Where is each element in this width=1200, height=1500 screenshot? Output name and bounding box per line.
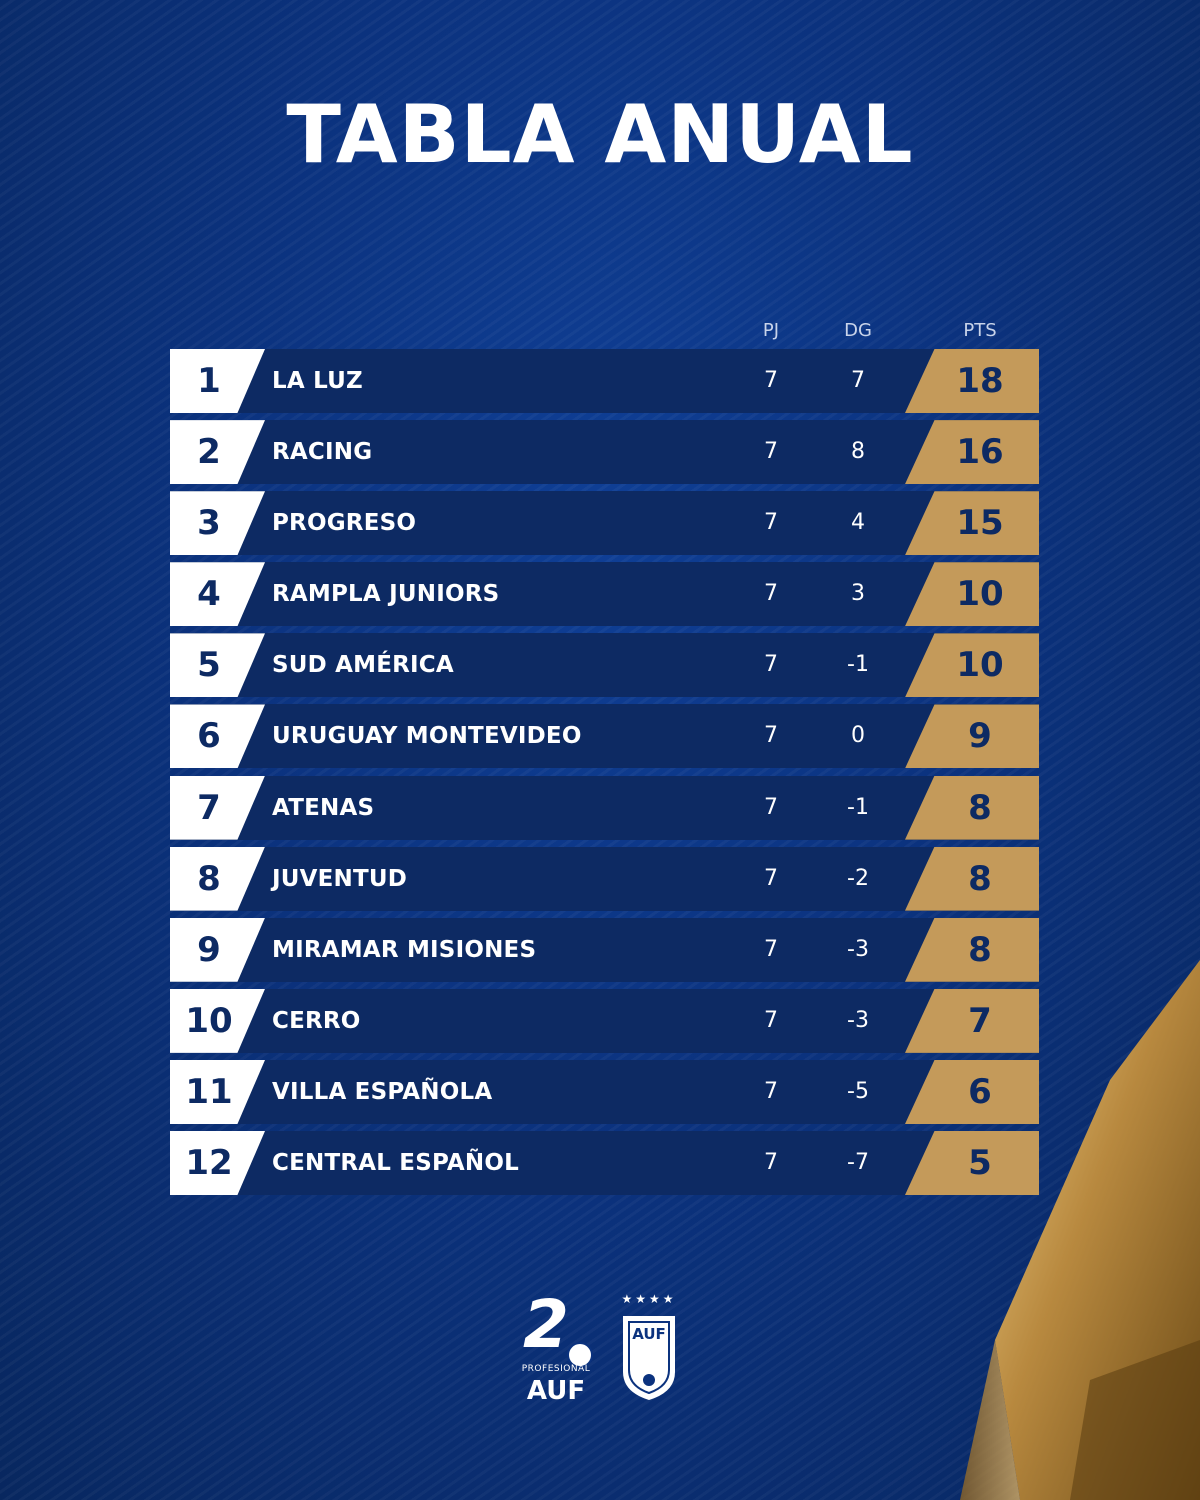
table-row: 2 RACING 7 8 16 [170,420,1039,485]
auf-initials: AUF [632,1325,666,1343]
points: 15 [956,503,1004,544]
games-played: 7 [764,1078,778,1104]
goal-difference: -2 [847,865,869,891]
table-row: 12 CENTRAL ESPAÑOL 7 -7 5 [170,1131,1039,1196]
table-row: 4 RAMPLA JUNIORS 7 3 10 [170,562,1039,627]
games-played: 7 [764,865,778,891]
table-row: 1 LA LUZ 7 7 18 [170,349,1039,413]
games-played: 7 [764,794,778,820]
goal-difference: 8 [851,439,865,465]
table-row: 6 URUGUAY MONTEVIDEO 7 0 9 [170,704,1039,769]
games-played: 7 [764,368,778,393]
points: 10 [956,645,1004,686]
team-name: CERRO [272,1007,361,1034]
team-name: JUVENTUD [272,865,408,892]
team-name: LA LUZ [272,368,363,394]
division-number: 2 [523,1286,569,1363]
column-header-dg: DG [844,320,872,341]
team-name: RAMPLA JUNIORS [272,581,500,608]
position-number: 12 [185,1143,233,1184]
goal-difference: 3 [851,581,865,607]
gold-shard-decoration [960,960,1200,1500]
points: 5 [968,1143,992,1184]
goal-difference: -1 [847,652,869,678]
points: 10 [956,574,1004,615]
goal-difference: -1 [847,794,869,820]
table-row: 10 CERRO 7 -3 7 [170,988,1039,1053]
goal-difference: -7 [847,1150,869,1176]
position-number: 7 [197,787,221,828]
position-number: 9 [197,929,221,970]
games-played: 7 [764,652,778,678]
team-name: SUD AMÉRICA [272,652,454,679]
goal-difference: -3 [847,1007,869,1033]
points: 8 [968,929,992,970]
position-number: 4 [197,574,221,615]
games-played: 7 [764,723,778,749]
points: 8 [968,787,992,828]
team-name: CENTRAL ESPAÑOL [272,1150,519,1177]
position-number: 1 [197,361,221,401]
team-name: URUGUAY MONTEVIDEO [272,723,582,750]
team-name: PROGRESO [272,510,417,537]
auf-logo: ★★★★ AUF [613,1292,685,1422]
goal-difference: 0 [851,723,865,749]
position-number: 11 [185,1071,233,1112]
points: 9 [968,716,992,757]
games-played: 7 [764,1150,778,1176]
goal-difference: -5 [847,1078,869,1104]
table-row: 9 MIRAMAR MISIONES 7 -3 8 [170,917,1039,982]
team-name: VILLA ESPAÑOLA [272,1078,493,1105]
soccer-ball-icon [567,1342,593,1368]
games-played: 7 [764,439,778,465]
points: 18 [956,361,1004,401]
team-name: MIRAMAR MISIONES [272,936,537,963]
position-number: 3 [197,503,221,544]
goal-difference: 4 [851,510,865,536]
points: 8 [968,858,992,899]
segunda-division-logo: 2 PROFESIONAL AUF [515,1292,597,1422]
games-played: 7 [764,1007,778,1033]
table-row: 8 JUVENTUD 7 -2 8 [170,846,1039,911]
standings-table: 1 LA LUZ 7 7 18 2 RACING 7 8 16 3 PROGRE… [170,349,1039,1202]
position-number: 6 [197,716,221,757]
position-number: 2 [197,432,221,473]
stars-icon: ★★★★ [621,1292,677,1306]
column-header-pj: PJ [762,320,780,341]
division-name: AUF [526,1376,586,1406]
page-title: TABLA ANUAL [286,88,914,181]
games-played: 7 [764,936,778,962]
auf-shield-icon [623,1316,675,1400]
games-played: 7 [764,510,778,536]
position-number: 10 [185,1000,233,1041]
points: 16 [956,432,1004,473]
table-row: 11 VILLA ESPAÑOLA 7 -5 6 [170,1059,1039,1124]
position-number: 8 [197,858,221,899]
table-row: 5 SUD AMÉRICA 7 -1 10 [170,633,1039,698]
table-row: 7 ATENAS 7 -1 8 [170,775,1039,840]
points: 7 [968,1000,992,1041]
division-subtitle: PROFESIONAL [521,1364,591,1374]
table-row: 3 PROGRESO 7 4 15 [170,491,1039,556]
team-name: RACING [272,439,373,466]
games-played: 7 [764,581,778,607]
column-header-pts: PTS [963,320,997,341]
logos-footer: 2 PROFESIONAL AUF ★★★★ AUF [515,1292,695,1422]
goal-difference: 7 [851,368,865,393]
points: 6 [968,1071,992,1112]
team-name: ATENAS [272,794,375,821]
goal-difference: -3 [847,936,869,962]
position-number: 5 [197,645,221,686]
